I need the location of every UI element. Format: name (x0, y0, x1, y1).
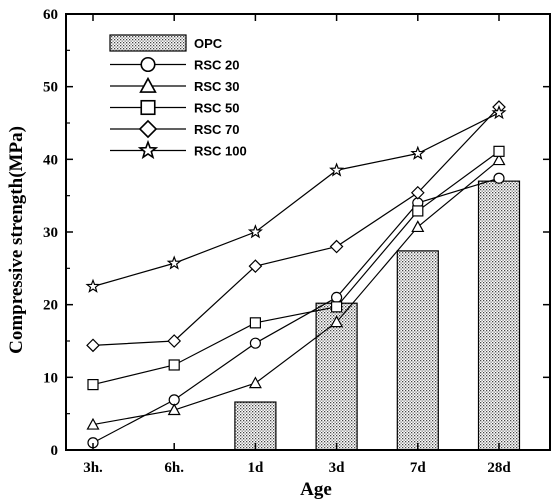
y-tick-label: 0 (51, 443, 59, 459)
series-line-rsc-20 (92, 177, 500, 444)
y-tick-label: 20 (43, 298, 58, 314)
lines-layer (85, 100, 507, 449)
bar-opc (234, 401, 277, 451)
legend-label-rsc-30: RSC 30 (194, 79, 240, 94)
bar-opc (477, 180, 521, 451)
marker-rsc-70 (86, 338, 100, 353)
axes-layer: 0 10 20 30 40 50 60 3h. 6h. 1d 3d 7d 28d (43, 7, 550, 476)
legend-label-opc: OPC (194, 36, 223, 51)
x-tick-label: 6h. (164, 460, 184, 476)
marker-rsc-50 (87, 379, 99, 391)
y-tick-label: 60 (43, 7, 58, 23)
legend-marker-rsc-70 (138, 119, 158, 139)
marker-rsc-100 (247, 224, 263, 239)
marker-rsc-30 (248, 376, 262, 389)
legend-marker-rsc-100 (137, 139, 159, 160)
series-line-rsc-70 (92, 106, 500, 346)
marker-rsc-70 (410, 185, 425, 200)
marker-rsc-100 (166, 255, 182, 270)
marker-rsc-50 (249, 317, 261, 329)
marker-rsc-70 (329, 239, 344, 254)
legend-marker-rsc-30 (139, 76, 157, 93)
marker-rsc-30 (330, 315, 344, 328)
x-tick-label: 7d (410, 460, 427, 476)
bars-layer (234, 180, 521, 451)
legend-label-rsc-20: RSC 20 (194, 58, 240, 73)
legend-marker-rsc-50 (140, 99, 156, 116)
y-axis-title: Compressive strength(MPa) (6, 126, 27, 354)
y-tick-label: 10 (43, 370, 58, 386)
marker-rsc-30 (167, 403, 181, 416)
legend: OPC RSC 20 RSC 30 RSC 50 RSC 70 RSC 100 (109, 34, 247, 160)
plot-frame (65, 13, 551, 451)
marker-rsc-20 (331, 291, 343, 303)
legend-label-rsc-100: RSC 100 (194, 144, 247, 159)
y-tick-label: 30 (43, 225, 58, 241)
bar-opc (396, 250, 439, 451)
bar-opc (315, 302, 358, 451)
x-tick-label: 3h. (83, 460, 103, 476)
y-tick-label: 40 (43, 152, 58, 168)
marker-rsc-50 (168, 359, 180, 371)
marker-rsc-50 (331, 301, 343, 313)
legend-swatch-opc (109, 34, 187, 52)
marker-rsc-30 (492, 153, 506, 166)
x-tick-label: 3d (329, 460, 346, 476)
x-tick-label: 28d (487, 460, 511, 476)
marker-rsc-50 (412, 205, 424, 217)
legend-marker-rsc-20 (140, 56, 156, 73)
x-tick-label: 1d (247, 460, 264, 476)
marker-rsc-100 (329, 162, 345, 177)
marker-rsc-50 (493, 145, 505, 157)
marker-rsc-20 (493, 172, 505, 184)
series-line-rsc-50 (92, 150, 500, 386)
y-tick-label: 50 (43, 80, 58, 96)
legend-label-rsc-50: RSC 50 (194, 101, 240, 116)
marker-rsc-100 (85, 278, 101, 293)
marker-rsc-70 (248, 259, 263, 274)
marker-rsc-30 (86, 417, 100, 430)
marker-rsc-30 (411, 220, 425, 233)
series-line-rsc-30 (92, 159, 500, 426)
legend-label-rsc-70: RSC 70 (194, 122, 240, 137)
marker-rsc-70 (167, 334, 182, 348)
marker-rsc-100 (491, 104, 507, 120)
series-line-rsc-100 (92, 112, 500, 288)
marker-rsc-20 (249, 337, 261, 349)
marker-rsc-100 (410, 145, 426, 160)
x-axis-title: Age (300, 479, 332, 500)
